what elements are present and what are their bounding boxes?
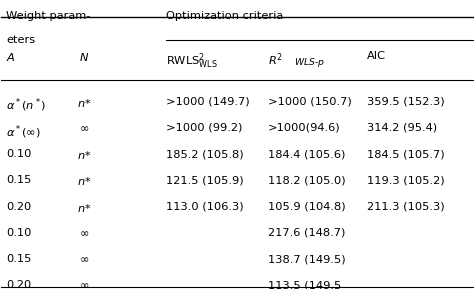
Text: 119.3 (105.2): 119.3 (105.2): [366, 175, 444, 186]
Text: Optimization criteria: Optimization criteria: [166, 11, 283, 21]
Text: >1000 (99.2): >1000 (99.2): [166, 123, 243, 133]
Text: eters: eters: [6, 35, 35, 45]
Text: $\alpha^*(\infty)$: $\alpha^*(\infty)$: [6, 123, 41, 140]
Text: $\mathit{n}$*: $\mathit{n}$*: [77, 175, 91, 187]
Text: $\infty$: $\infty$: [79, 228, 89, 238]
Text: 121.5 (105.9): 121.5 (105.9): [166, 175, 244, 186]
Text: $\mathit{n}$*: $\mathit{n}$*: [77, 97, 91, 109]
Text: 0.20: 0.20: [6, 280, 31, 289]
Text: 184.4 (105.6): 184.4 (105.6): [268, 149, 345, 159]
Text: 0.10: 0.10: [6, 149, 31, 159]
Text: $\infty$: $\infty$: [79, 280, 89, 289]
Text: >1000(94.6): >1000(94.6): [268, 123, 340, 133]
Text: 113.5 (149.5: 113.5 (149.5: [268, 280, 341, 289]
Text: $R^2$: $R^2$: [268, 51, 283, 68]
Text: 185.2 (105.8): 185.2 (105.8): [166, 149, 244, 159]
Text: 113.0 (106.3): 113.0 (106.3): [166, 202, 244, 212]
Text: 184.5 (105.7): 184.5 (105.7): [366, 149, 444, 159]
Text: 211.3 (105.3): 211.3 (105.3): [366, 202, 444, 212]
Text: Weight param-: Weight param-: [6, 11, 91, 21]
Text: $\mathit{n}$*: $\mathit{n}$*: [77, 202, 91, 214]
Text: 0.15: 0.15: [6, 254, 31, 264]
Text: AIC: AIC: [366, 51, 385, 62]
Text: $\mathit{N}$: $\mathit{N}$: [79, 51, 89, 64]
Text: 138.7 (149.5): 138.7 (149.5): [268, 254, 345, 264]
Text: $\mathit{A}$: $\mathit{A}$: [6, 51, 16, 64]
Text: $\alpha^*(n^*)$: $\alpha^*(n^*)$: [6, 97, 46, 114]
Text: 0.15: 0.15: [6, 175, 31, 186]
Text: 118.2 (105.0): 118.2 (105.0): [268, 175, 345, 186]
Text: RWLS$_\mathrm{WLS}^2$: RWLS$_\mathrm{WLS}^2$: [166, 51, 218, 71]
Text: 314.2 (95.4): 314.2 (95.4): [366, 123, 437, 133]
Text: $\infty$: $\infty$: [79, 123, 89, 133]
Text: 0.20: 0.20: [6, 202, 31, 212]
Text: 0.10: 0.10: [6, 228, 31, 238]
Text: 217.6 (148.7): 217.6 (148.7): [268, 228, 345, 238]
Text: 105.9 (104.8): 105.9 (104.8): [268, 202, 345, 212]
Text: $\mathit{n}$*: $\mathit{n}$*: [77, 149, 91, 161]
Text: >1000 (149.7): >1000 (149.7): [166, 97, 250, 107]
Text: >1000 (150.7): >1000 (150.7): [268, 97, 351, 107]
Text: 359.5 (152.3): 359.5 (152.3): [366, 97, 444, 107]
Text: $\mathit{WLS}$-$\mathit{p}$: $\mathit{WLS}$-$\mathit{p}$: [293, 56, 325, 69]
Text: $\infty$: $\infty$: [79, 254, 89, 264]
